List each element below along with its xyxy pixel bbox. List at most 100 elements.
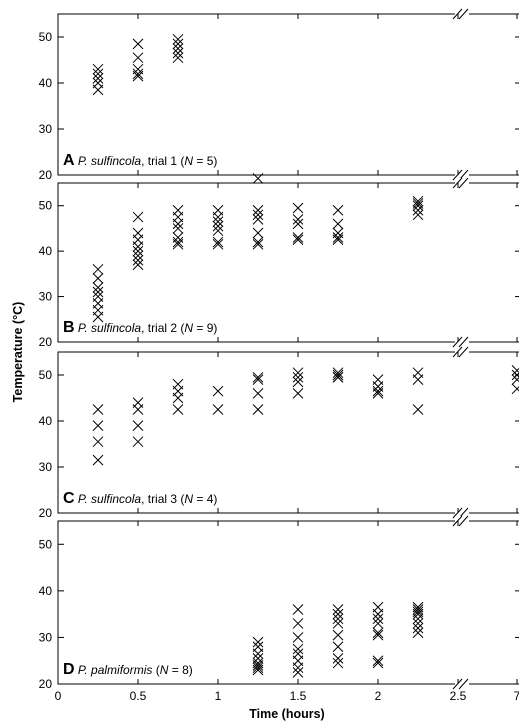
axis-break-mark <box>452 515 469 527</box>
data-point <box>412 604 424 615</box>
data-point <box>252 660 264 671</box>
data-point <box>412 622 424 634</box>
data-point <box>252 209 264 221</box>
panel-D: 20 30 40 50 D P. palmiformis (N = 8) <box>39 515 519 691</box>
data-point <box>172 404 184 415</box>
data-point <box>372 388 384 399</box>
data-point <box>372 655 384 667</box>
data-point <box>332 641 344 653</box>
y-tick-label: 20 <box>39 506 53 520</box>
data-point <box>172 43 184 54</box>
data-point <box>172 38 184 50</box>
data-point <box>172 218 184 230</box>
y-tick-label: 30 <box>39 290 53 304</box>
y-tick-label: 30 <box>39 122 53 136</box>
data-point <box>132 211 144 223</box>
axis-break-mark <box>452 177 469 189</box>
data-point <box>132 241 144 252</box>
data-point <box>292 218 304 230</box>
data-point <box>92 286 104 298</box>
axis-break-mark <box>452 346 469 358</box>
data-point <box>212 238 224 250</box>
y-tick-label: 50 <box>39 368 53 382</box>
y-tick-label: 30 <box>39 460 53 474</box>
data-point <box>132 404 144 415</box>
data-point <box>511 369 519 381</box>
data-point <box>332 604 344 615</box>
data-point <box>212 216 224 227</box>
data-point <box>332 367 344 379</box>
x-axis-title: Time (hours) <box>249 707 324 721</box>
data-point <box>132 254 144 266</box>
data-point <box>292 232 304 243</box>
data-point <box>292 376 304 388</box>
data-point <box>372 608 384 620</box>
panel-label: C P. sulfincola, trial 3 (N = 4) <box>63 490 217 507</box>
data-point <box>372 629 384 641</box>
x-tick-label: 0.5 <box>130 689 147 703</box>
data-point <box>292 234 304 246</box>
y-tick-label: 40 <box>39 244 53 258</box>
panel-frame <box>57 351 519 514</box>
data-point <box>172 236 184 248</box>
data-point <box>132 250 144 262</box>
x-tick-label: 2.5 <box>450 689 467 703</box>
data-point <box>252 238 264 250</box>
data-point <box>292 662 304 674</box>
panel-frame <box>57 182 519 343</box>
data-point <box>332 613 344 625</box>
data-point <box>92 454 104 466</box>
x-axis: 0 0.5 1 1.5 2 2.5 7 <box>55 689 519 703</box>
data-point <box>332 204 344 216</box>
data-point <box>252 388 264 399</box>
data-point <box>412 195 424 207</box>
data-point <box>252 664 264 676</box>
data-point <box>172 47 184 59</box>
y-tick-label: 40 <box>39 584 53 598</box>
panels-group: 20 30 40 50 A P. sulfincola, trial 1 (N = 5)… <box>39 8 519 691</box>
data-point <box>92 73 104 84</box>
data-point <box>332 608 344 620</box>
data-point <box>92 404 104 415</box>
y-tick-label: 50 <box>39 30 53 44</box>
data-point <box>412 627 424 639</box>
y-tick-label: 30 <box>39 630 53 644</box>
data-point <box>252 404 264 415</box>
data-point <box>132 420 144 431</box>
data-point <box>292 202 304 214</box>
axis-break-mark <box>452 336 469 348</box>
data-point <box>332 232 344 243</box>
data-point <box>292 367 304 379</box>
y-tick-label: 40 <box>39 76 53 90</box>
panel-A: 20 30 40 50 A P. sulfincola, trial 1 (N = 5) <box>39 8 519 182</box>
data-point <box>132 52 144 64</box>
data-point <box>212 220 224 232</box>
data-point <box>212 385 224 397</box>
panel-frame <box>57 520 519 685</box>
y-tick-label: 20 <box>39 335 53 349</box>
data-point <box>292 667 304 678</box>
x-tick-label: 7 <box>514 689 519 703</box>
data-point <box>92 63 104 75</box>
data-point <box>252 213 264 225</box>
data-point <box>412 204 424 216</box>
data-point <box>132 259 144 271</box>
data-point <box>292 213 304 225</box>
data-point <box>372 385 384 397</box>
data-point <box>212 404 224 415</box>
panel-label: A P. sulfincola, trial 1 (N = 5) <box>63 152 217 169</box>
data-point <box>252 173 264 184</box>
data-point <box>412 209 424 221</box>
data-point <box>292 618 304 629</box>
data-point <box>132 38 144 50</box>
data-point <box>172 33 184 45</box>
data-point <box>92 263 104 275</box>
data-point <box>252 374 264 385</box>
panel-label: B P. sulfincola, trial 2 (N = 9) <box>63 319 217 336</box>
data-point <box>292 604 304 615</box>
data-point <box>372 618 384 629</box>
y-tick-label: 40 <box>39 414 53 428</box>
data-point <box>252 662 264 674</box>
y-axis-title: Temperature (°C) <box>11 302 25 403</box>
data-point <box>292 632 304 643</box>
